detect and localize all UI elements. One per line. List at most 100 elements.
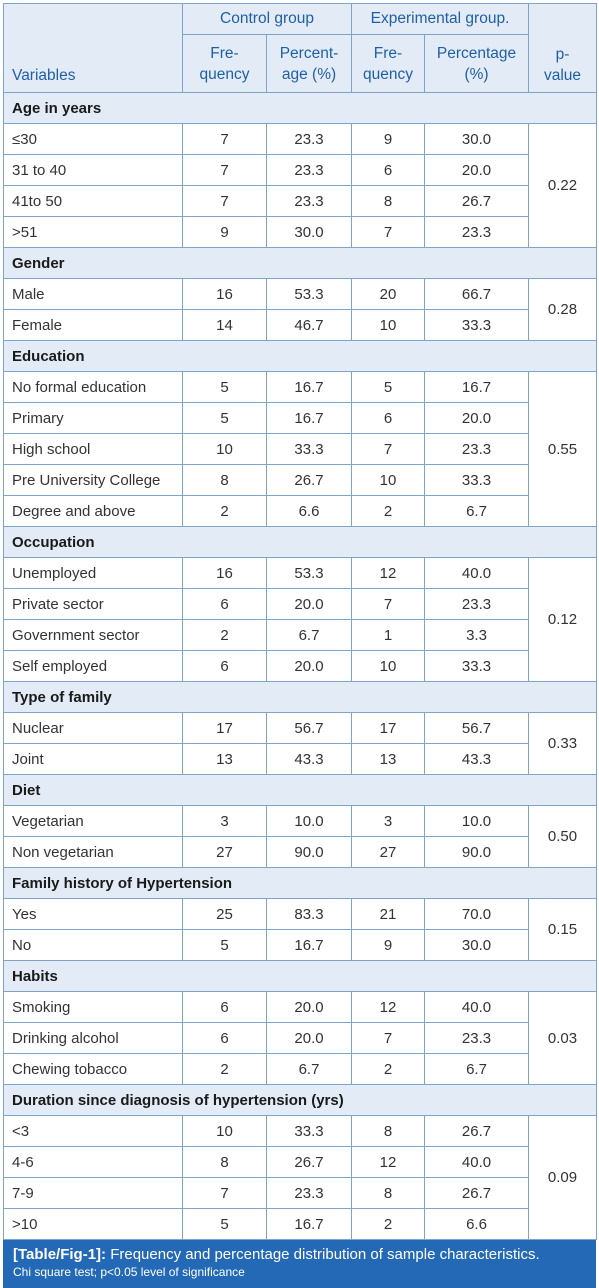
control-percentage-cell: 23.3 — [265, 185, 353, 217]
row-label: Private sector — [3, 588, 183, 620]
experimental-frequency-cell: 9 — [351, 123, 426, 155]
experimental-frequency-cell: 12 — [351, 1146, 426, 1178]
experimental-percentage-cell: 23.3 — [424, 216, 530, 248]
table-row: Chewing tobacco 2 6.7 2 6.7 — [3, 1053, 597, 1085]
experimental-percentage-cell: 23.3 — [424, 588, 530, 620]
row-label: Vegetarian — [3, 805, 183, 837]
control-percentage-cell: 10.0 — [265, 805, 353, 837]
control-percentage-cell: 20.0 — [265, 1022, 353, 1054]
control-percentage-cell: 20.0 — [265, 650, 353, 682]
experimental-percentage-cell: 20.0 — [424, 154, 530, 186]
p-value-cell: 0.33 — [528, 712, 598, 775]
experimental-percentage-cell: 33.3 — [424, 309, 530, 341]
experimental-percentage-cell: 23.3 — [424, 433, 530, 465]
control-percentage-cell: 33.3 — [265, 433, 353, 465]
control-frequency-cell: 6 — [182, 991, 267, 1023]
experimental-frequency-cell: 10 — [351, 464, 426, 496]
control-frequency-cell: 7 — [182, 123, 267, 155]
control-frequency-cell: 6 — [182, 1022, 267, 1054]
row-label: 4-6 — [3, 1146, 183, 1178]
section-title: Gender — [2, 247, 598, 279]
row-label: <3 — [3, 1115, 183, 1147]
row-label: No — [3, 929, 183, 961]
caption-text: Frequency and percentage distribution of… — [110, 1246, 540, 1263]
table-row: Nuclear 17 56.7 17 56.7 0.33 — [3, 712, 598, 775]
control-percentage-cell: 26.7 — [265, 1146, 353, 1178]
experimental-percentage-cell: 26.7 — [424, 1115, 530, 1147]
row-label: >10 — [3, 1208, 183, 1240]
experimental-frequency-cell: 5 — [351, 371, 426, 403]
table-row: Yes 25 83.3 21 70.0 0.15 — [3, 898, 598, 961]
control-frequency-header: Fre-quency — [182, 34, 267, 93]
control-percentage-cell: 16.7 — [265, 1208, 353, 1240]
table-row: Primary 5 16.7 6 20.0 — [3, 402, 597, 434]
row-label: Self employed — [3, 650, 183, 682]
control-percentage-cell: 56.7 — [265, 712, 353, 744]
control-frequency-cell: 10 — [182, 1115, 267, 1147]
row-label: Non vegetarian — [3, 836, 183, 868]
control-percentage-cell: 26.7 — [265, 464, 353, 496]
row-label: Male — [3, 278, 183, 310]
control-percentage-cell: 83.3 — [265, 898, 353, 930]
table-row: Male 16 53.3 20 66.7 0.28 — [3, 278, 598, 341]
table-row: Pre University College 8 26.7 10 33.3 — [3, 464, 597, 496]
table-row: Vegetarian 3 10.0 3 10.0 0.50 — [3, 805, 598, 868]
control-percentage-cell: 6.7 — [265, 619, 353, 651]
row-label: 31 to 40 — [3, 154, 183, 186]
control-frequency-cell: 6 — [182, 650, 267, 682]
experimental-frequency-cell: 17 — [351, 712, 426, 744]
experimental-percentage-cell: 43.3 — [424, 743, 530, 775]
experimental-percentage-cell: 66.7 — [424, 278, 530, 310]
table-row: Drinking alcohol 6 20.0 7 23.3 — [3, 1022, 597, 1054]
variables-header: Variables — [3, 3, 183, 93]
control-frequency-cell: 5 — [182, 929, 267, 961]
table-row: <3 10 33.3 8 26.7 0.09 — [3, 1115, 598, 1240]
experimental-frequency-cell: 12 — [351, 991, 426, 1023]
experimental-percentage-cell: 30.0 — [424, 929, 530, 961]
experimental-percentage-cell: 23.3 — [424, 1022, 530, 1054]
experimental-percentage-cell: 6.7 — [424, 1053, 530, 1085]
control-percentage-cell: 16.7 — [265, 402, 353, 434]
experimental-frequency-cell: 7 — [351, 433, 426, 465]
control-frequency-cell: 27 — [182, 836, 267, 868]
experimental-group-header: Experimental group. — [351, 3, 530, 35]
experimental-frequency-cell: 3 — [351, 805, 426, 837]
row-label: Primary — [3, 402, 183, 434]
row-label: 41to 50 — [3, 185, 183, 217]
table-row: Self employed 6 20.0 10 33.3 — [3, 650, 597, 682]
experimental-frequency-cell: 8 — [351, 185, 426, 217]
row-label: Drinking alcohol — [3, 1022, 183, 1054]
p-value-cell: 0.55 — [528, 371, 598, 527]
experimental-percentage-cell: 26.7 — [424, 1177, 530, 1209]
table-row: Smoking 6 20.0 12 40.0 0.03 — [3, 991, 598, 1085]
table-row: Female 14 46.7 10 33.3 — [3, 309, 597, 341]
row-label: Government sector — [3, 619, 183, 651]
table-caption: [Table/Fig-1]: Frequency and percentage … — [3, 1240, 596, 1288]
caption-tag: [Table/Fig-1]: — [13, 1246, 107, 1263]
control-frequency-cell: 6 — [182, 588, 267, 620]
experimental-percentage-cell: 40.0 — [424, 991, 530, 1023]
experimental-frequency-cell: 1 — [351, 619, 426, 651]
experimental-percentage-cell: 33.3 — [424, 650, 530, 682]
control-frequency-cell: 10 — [182, 433, 267, 465]
experimental-frequency-cell: 13 — [351, 743, 426, 775]
control-frequency-cell: 8 — [182, 1146, 267, 1178]
experimental-frequency-cell: 2 — [351, 495, 426, 527]
section-header-row: Age in years — [2, 92, 598, 124]
experimental-percentage-cell: 56.7 — [424, 712, 530, 744]
table-row: >51 9 30.0 7 23.3 — [3, 216, 597, 248]
characteristics-table: Variables Control group Experimental gro… — [2, 3, 598, 1240]
p-value-cell: 0.50 — [528, 805, 598, 868]
control-percentage-cell: 23.3 — [265, 1177, 353, 1209]
section-title: Diet — [2, 774, 598, 806]
experimental-percentage-cell: 70.0 — [424, 898, 530, 930]
experimental-frequency-cell: 8 — [351, 1115, 426, 1147]
control-frequency-cell: 9 — [182, 216, 267, 248]
table-row: 41to 50 7 23.3 8 26.7 — [3, 185, 597, 217]
experimental-frequency-cell: 7 — [351, 216, 426, 248]
experimental-frequency-cell: 10 — [351, 309, 426, 341]
control-percentage-cell: 16.7 — [265, 929, 353, 961]
experimental-percentage-cell: 90.0 — [424, 836, 530, 868]
experimental-frequency-cell: 6 — [351, 402, 426, 434]
section-title: Family history of Hypertension — [2, 867, 598, 899]
